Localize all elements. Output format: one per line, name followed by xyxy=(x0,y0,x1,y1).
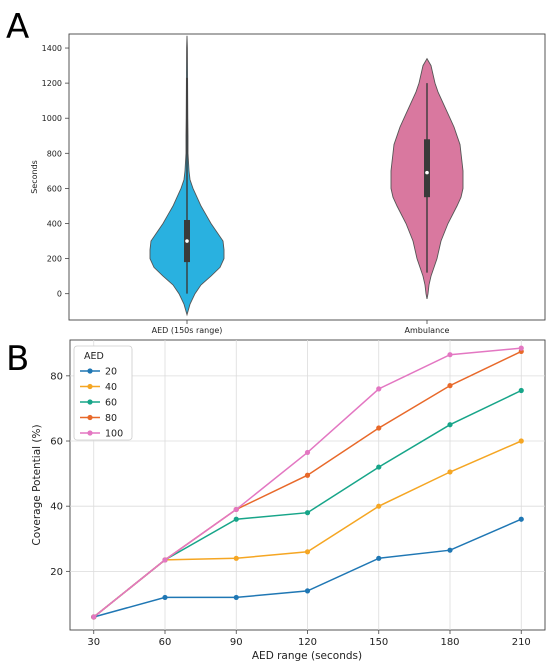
panel-b-letter: B xyxy=(6,339,29,379)
series-point-40 xyxy=(447,469,453,475)
series-point-80 xyxy=(304,472,311,478)
series-point-100 xyxy=(304,449,311,456)
violin-median xyxy=(185,239,189,243)
violin-y-tick-label: 600 xyxy=(47,184,62,193)
line-x-axis-label: AED range (seconds) xyxy=(252,650,362,662)
legend-marker-40 xyxy=(87,383,93,390)
violin-y-tick-label: 200 xyxy=(47,255,62,264)
series-point-20 xyxy=(518,516,524,522)
legend-label-40: 40 xyxy=(105,382,117,393)
line-x-tick-label: 210 xyxy=(512,637,531,648)
line-x-tick-label: 60 xyxy=(159,637,172,648)
violins xyxy=(149,35,464,317)
series-point-60 xyxy=(304,510,311,516)
violin-y-axis-label: Seconds xyxy=(30,160,39,194)
violin-y-tick-label: 1400 xyxy=(42,44,62,53)
legend-label-100: 100 xyxy=(105,429,123,440)
violin-y-tick-label: 0 xyxy=(57,290,62,299)
legend-marker-20 xyxy=(87,368,93,374)
series-point-20 xyxy=(304,588,311,594)
violin-y-tick-label: 400 xyxy=(47,219,62,228)
series-point-100 xyxy=(376,386,382,392)
series-point-100 xyxy=(447,352,453,358)
series-point-100 xyxy=(91,614,97,620)
series-point-60 xyxy=(233,516,239,522)
line-legend: AED 20 40 60 80 100 xyxy=(73,345,133,441)
legend-title: AED xyxy=(84,351,104,362)
line-x-tick-label: 30 xyxy=(87,637,100,648)
series-point-100 xyxy=(162,557,168,563)
line-y-tick-label: 40 xyxy=(50,502,63,513)
series-point-80 xyxy=(447,383,453,389)
series-point-80 xyxy=(376,425,382,431)
line-x-tick-label: 120 xyxy=(298,637,317,648)
line-y-ticks: 20 40 60 80 xyxy=(50,371,70,578)
line-y-tick-label: 60 xyxy=(50,437,63,448)
violin-x-ticks: AED (150s range) Ambulance xyxy=(152,320,450,335)
series-point-40 xyxy=(233,555,239,561)
legend-marker-80 xyxy=(87,414,93,421)
legend-items: 20 40 60 80 100 xyxy=(80,367,123,440)
line-series xyxy=(91,345,524,620)
series-point-100 xyxy=(518,345,524,351)
series-point-20 xyxy=(447,547,453,553)
panel-a-letter: A xyxy=(6,7,29,47)
line-y-tick-label: 80 xyxy=(50,371,63,382)
line-x-tick-label: 180 xyxy=(440,637,459,648)
violin-y-tick-label: 1200 xyxy=(42,79,62,88)
violin-plot-frame xyxy=(68,33,546,321)
violin-y-tick-label: 800 xyxy=(47,149,62,158)
legend-marker-100 xyxy=(87,430,93,436)
violin-y-tick-label: 1000 xyxy=(42,114,62,123)
violin-x-tick-label: AED (150s range) xyxy=(152,326,223,335)
line-y-axis-label: Coverage Potential (%) xyxy=(31,424,43,545)
violin-iqr-box xyxy=(424,139,430,198)
series-point-40 xyxy=(304,549,311,555)
line-x-tick-label: 150 xyxy=(369,637,388,648)
line-y-tick-label: 20 xyxy=(50,567,63,578)
series-point-100 xyxy=(233,506,239,513)
violin-y-ticks: 0 200 400 600 800 1000 1200 1400 xyxy=(42,44,69,299)
series-point-40 xyxy=(518,438,524,444)
violin-plot: Seconds 0 200 400 600 800 1000 1200 1400 AED (1… xyxy=(30,33,546,335)
violin-x-tick-label: Ambulance xyxy=(405,326,450,335)
series-point-20 xyxy=(233,594,239,601)
line-x-ticks: 30 60 90 120 150 180 210 xyxy=(87,630,531,648)
legend-marker-60 xyxy=(87,399,93,405)
legend-label-80: 80 xyxy=(105,413,117,424)
line-grid xyxy=(70,340,545,630)
line-chart: 20 40 60 80 30 60 90 120 150 180 210 AED range (s… xyxy=(31,339,546,662)
line-x-tick-label: 90 xyxy=(230,637,243,648)
violin-median xyxy=(425,170,429,175)
legend-label-20: 20 xyxy=(105,367,117,378)
series-point-60 xyxy=(447,422,453,428)
series-point-60 xyxy=(518,387,524,394)
series-point-60 xyxy=(376,464,382,470)
legend-label-60: 60 xyxy=(105,398,117,409)
series-point-20 xyxy=(376,555,382,561)
series-point-40 xyxy=(376,503,382,509)
series-point-20 xyxy=(162,594,168,601)
